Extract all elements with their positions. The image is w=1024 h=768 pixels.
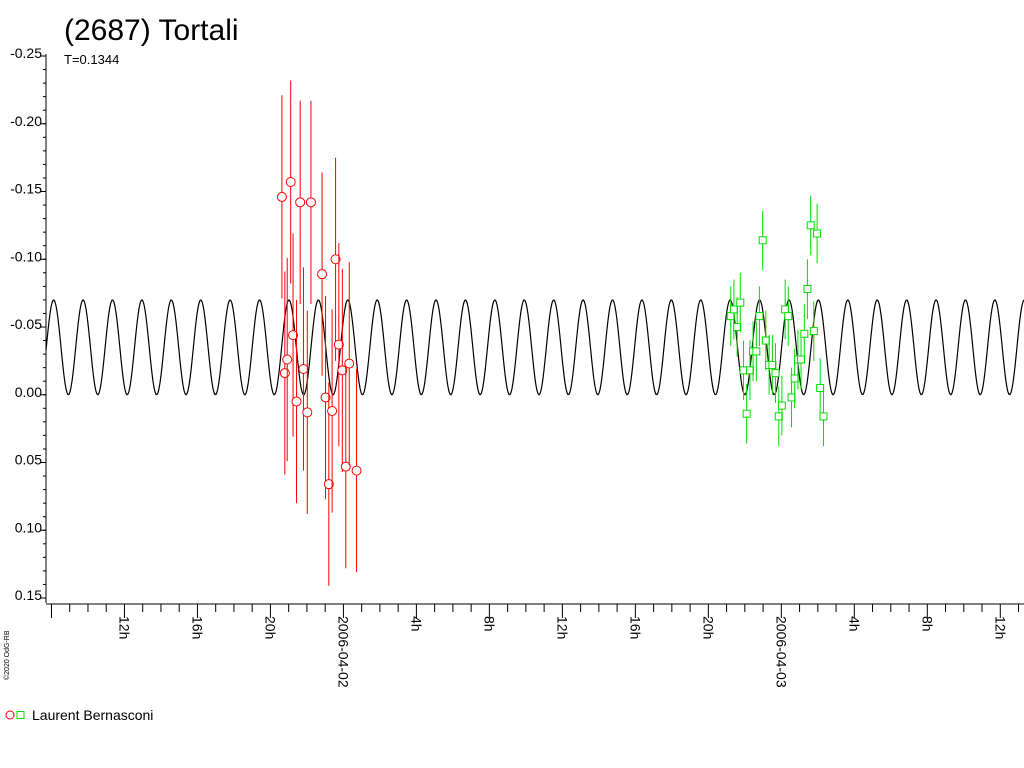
data-point-square [781, 305, 790, 314]
fit-curve-layer [45, 299, 1024, 396]
x-tick-label: 16h [189, 616, 205, 639]
data-point-circle [317, 269, 328, 280]
data-point-circle [320, 392, 331, 403]
legend-label: Laurent Bernasconi [32, 707, 153, 723]
data-point-square [742, 409, 751, 418]
copyright-text: ©2020 OdG-RB [3, 630, 11, 680]
data-point-square [809, 327, 818, 336]
data-point-square [784, 312, 793, 321]
data-point-square [771, 369, 780, 378]
data-point-circle [291, 396, 302, 407]
data-point-square [736, 298, 745, 307]
data-point-square [806, 221, 815, 230]
legend-circle-marker [5, 710, 15, 720]
data-point-circle [327, 406, 338, 417]
y-tick-label: 0.00 [15, 384, 42, 400]
data-point-square [726, 312, 735, 321]
data-point-square [729, 305, 738, 314]
x-tick-label: 20h [262, 616, 278, 639]
y-axis: -0.25 -0.20 -0.15 -0.10 -0.05 0.00 0.05 0.10 0.1… [10, 45, 47, 603]
x-tick-label: 2006-04-03 [773, 616, 789, 688]
y-tick-label: 0.15 [15, 587, 42, 603]
x-tick-label: 12h [992, 616, 1008, 639]
data-point-square [752, 347, 761, 356]
x-tick-label: 20h [700, 616, 716, 639]
data-point-circle [295, 197, 306, 208]
x-tick-label: 12h [116, 616, 132, 639]
data-point-circle [333, 339, 344, 350]
legend-square-marker [16, 711, 25, 719]
data-point-circle [330, 254, 341, 265]
y-tick-label: 0.10 [15, 519, 42, 535]
data-point-circle [298, 364, 309, 375]
x-tick-label: 8h [481, 616, 497, 632]
data-point-circle [323, 479, 334, 490]
x-tick-label: 16h [627, 616, 643, 639]
data-point-circle [279, 368, 290, 379]
data-point-square [733, 323, 742, 331]
data-point-square [787, 393, 796, 402]
data-point-square [803, 285, 812, 294]
data-point-circle [340, 461, 351, 472]
data-point-square [761, 336, 770, 345]
data-point-square [745, 366, 754, 375]
data-point-square [755, 312, 764, 321]
data-point-square [790, 374, 799, 383]
y-tick-label: 0.05 [15, 452, 42, 468]
data-point-square [774, 412, 783, 421]
data-point-circle [288, 330, 299, 341]
y-tick-label: -0.15 [10, 181, 42, 197]
data-point-square [819, 412, 828, 421]
chart-subtitle: T=0.1344 [64, 52, 119, 67]
data-point-circle [351, 465, 362, 476]
data-point-square [758, 236, 767, 245]
data-point-square [800, 329, 809, 338]
x-tick-label: 8h [919, 616, 935, 632]
x-tick-label: 4h [846, 616, 862, 632]
data-point-square [777, 401, 786, 410]
data-point-circle [282, 354, 293, 365]
data-point-circle [344, 358, 355, 369]
x-axis: 12h 16h 20h 2006-04-02 4h 8h 12h 16h 20h 2006-04-… [46, 603, 1024, 688]
chart-title: (2687) Tortali [64, 14, 239, 47]
data-point-square [797, 355, 806, 364]
y-tick-label: -0.20 [10, 113, 42, 129]
x-tick-label: 12h [554, 616, 570, 639]
fit-curve [45, 299, 1024, 396]
legend: Laurent Bernasconi [5, 707, 153, 723]
data-points-layer [276, 80, 828, 586]
data-point-circle [276, 191, 287, 202]
data-point-circle [302, 407, 313, 418]
data-point-circle [305, 197, 316, 208]
x-tick-label: 2006-04-02 [335, 616, 351, 688]
y-tick-label: -0.05 [10, 316, 42, 332]
data-point-square [768, 360, 777, 369]
data-point-circle [285, 177, 296, 188]
x-tick-label: 4h [408, 616, 424, 632]
data-point-square [816, 383, 825, 392]
data-point-square [813, 229, 822, 238]
data-point-circle [337, 365, 348, 376]
y-tick-label: -0.10 [10, 248, 42, 264]
y-tick-label: -0.25 [10, 45, 42, 61]
